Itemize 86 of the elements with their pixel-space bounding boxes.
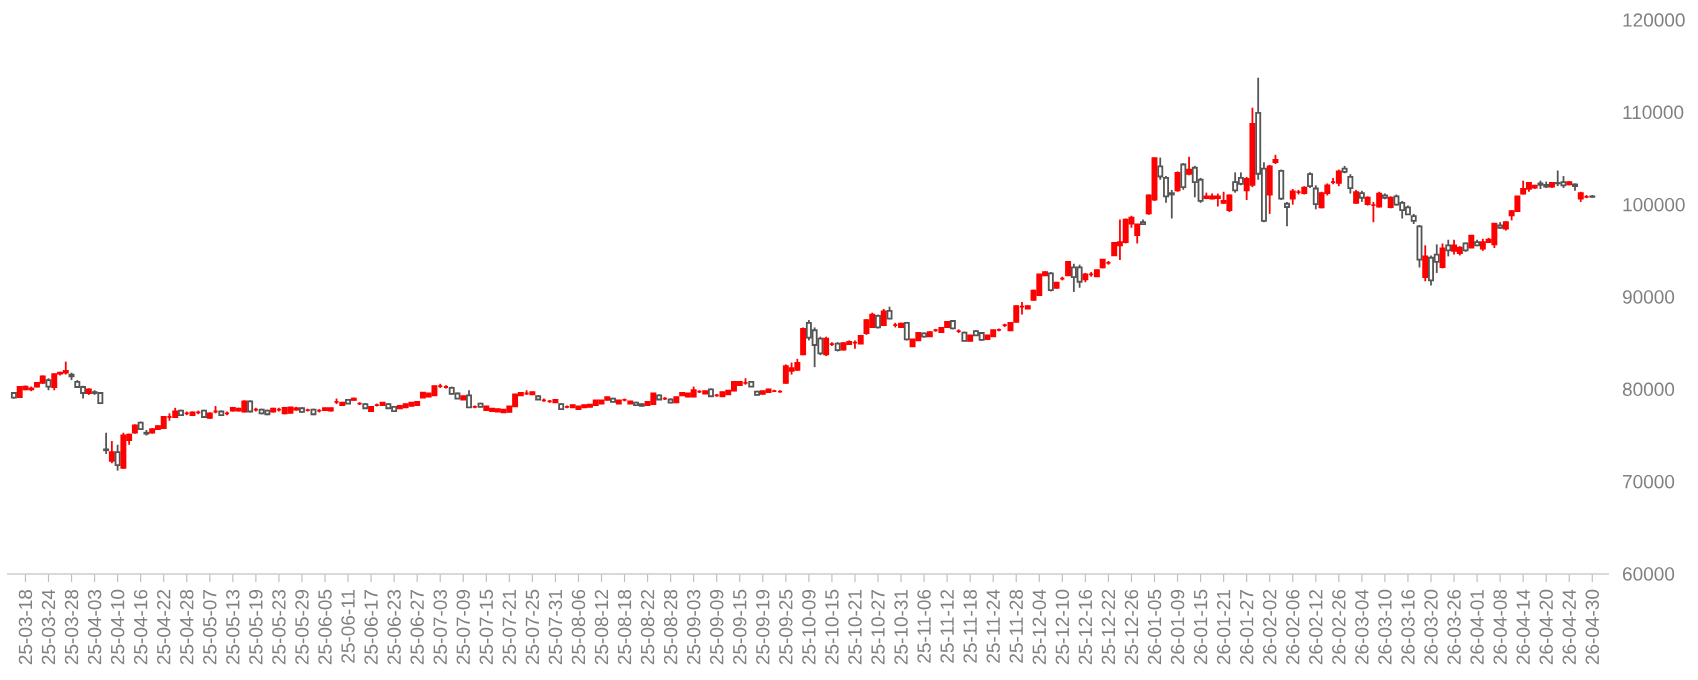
x-tick-label: 26-03-16 [1401, 589, 1415, 665]
candlestick [823, 335, 830, 357]
x-tick-label: 25-10-15 [825, 589, 839, 665]
x-tick-label: 26-03-20 [1424, 589, 1438, 665]
x-tick-label: 25-11-18 [963, 589, 977, 663]
x-tick-label: 26-01-21 [1216, 590, 1231, 665]
y-tick-label: 90000 [1622, 290, 1675, 304]
x-tick-label: 25-08-18 [617, 589, 632, 665]
x-tick-label: 25-11-06 [917, 589, 931, 663]
candlestick [1312, 184, 1319, 211]
x-tick-label: 25-05-23 [272, 589, 286, 665]
x-tick-label: 25-09-19 [756, 589, 770, 665]
x-tick-label: 26-04-14 [1516, 589, 1530, 665]
x-tick-label: 25-04-10 [110, 589, 125, 665]
x-tick-label: 25-12-16 [1078, 589, 1093, 665]
x-tick-label: 26-04-30 [1585, 589, 1600, 665]
x-tick-label: 25-07-09 [456, 589, 470, 665]
x-tick-label: 26-02-02 [1262, 590, 1277, 665]
x-tick-label: 25-03-28 [64, 589, 79, 665]
y-tick-label: 60000 [1623, 567, 1675, 581]
x-tick-label: 25-05-29 [295, 589, 309, 665]
x-tick-label: 25-11-28 [1009, 589, 1023, 663]
x-tick-label: 25-03-18 [18, 589, 33, 665]
x-tick-label: 25-10-31 [894, 590, 908, 665]
x-tick-label: 25-06-11 [341, 590, 355, 663]
x-tick-label: 25-11-12 [940, 590, 954, 663]
x-tick-label: 25-09-09 [709, 589, 724, 665]
x-tick-label: 26-03-26 [1447, 589, 1461, 665]
x-tick-label: 25-10-21 [848, 590, 862, 665]
x-tick-label: 25-08-28 [663, 589, 678, 665]
x-tick-label: 25-08-06 [571, 589, 586, 665]
x-tick-label: 26-02-12 [1309, 590, 1323, 665]
x-tick-label: 26-01-09 [1170, 589, 1185, 665]
x-tick-label: 25-10-27 [871, 590, 885, 665]
x-tick-label: 26-02-06 [1286, 589, 1300, 665]
x-tick-label: 25-12-26 [1124, 589, 1139, 665]
y-tick-label: 70000 [1623, 474, 1675, 489]
y-tick-label: 100000 [1623, 197, 1685, 212]
candlestick [1422, 244, 1429, 283]
x-tick-label: 25-06-23 [387, 589, 401, 665]
x-tick-label: 25-07-31 [548, 590, 563, 665]
x-tick-label: 25-08-12 [594, 590, 609, 665]
x-tick-label: 25-04-28 [180, 589, 194, 665]
x-tick-label: 25-06-27 [410, 590, 424, 665]
candlestick [103, 431, 110, 455]
x-tick-label: 25-05-13 [226, 589, 240, 665]
x-tick-label: 25-07-15 [479, 589, 494, 665]
y-tick-label: 110000 [1623, 105, 1684, 120]
candlestick [108, 440, 115, 465]
x-tick-label: 25-09-03 [686, 589, 701, 665]
x-tick-label: 26-04-01 [1470, 590, 1484, 665]
x-tick-label: 25-07-21 [502, 590, 517, 665]
x-tick-label: 25-06-05 [318, 589, 332, 665]
x-tick-label: 26-03-04 [1355, 589, 1369, 665]
y-tick-label: 80000 [1622, 382, 1675, 397]
candlestick [1347, 173, 1354, 195]
x-tick-label: 25-09-25 [779, 589, 793, 665]
x-tick-label: 25-05-07 [203, 590, 217, 665]
x-tick-label: 25-12-22 [1101, 590, 1116, 665]
x-tick-label: 25-04-03 [87, 589, 102, 665]
x-tick-label: 25-10-09 [802, 589, 816, 665]
candlestick [1134, 223, 1141, 245]
x-tick-label: 25-12-10 [1055, 589, 1070, 665]
x-tick-label: 26-04-20 [1539, 589, 1553, 665]
x-tick-label: 25-03-24 [41, 589, 56, 665]
x-tick-label: 26-02-26 [1332, 589, 1346, 665]
x-tick-label: 26-01-05 [1147, 589, 1162, 665]
x-tick-label: 25-04-16 [133, 589, 148, 665]
x-tick-label: 25-06-17 [364, 590, 378, 665]
x-tick-label: 25-07-03 [433, 589, 447, 665]
x-tick-label: 25-04-22 [156, 590, 171, 665]
x-tick-label: 26-03-10 [1378, 589, 1392, 665]
x-tick-label: 25-09-15 [733, 589, 747, 665]
candlestick [1284, 201, 1290, 228]
x-tick-label: 26-01-15 [1193, 589, 1208, 665]
x-tick-label: 25-07-25 [525, 589, 540, 665]
candlestick [1157, 156, 1164, 181]
x-tick-label: 25-08-22 [640, 590, 655, 665]
x-tick-label: 25-11-24 [986, 589, 1000, 663]
y-tick-label: 120000 [1623, 13, 1685, 27]
x-tick-label: 26-01-27 [1239, 590, 1254, 665]
candlestick [1180, 162, 1187, 191]
x-tick-label: 25-05-19 [249, 589, 263, 665]
x-tick-label: 25-12-04 [1032, 589, 1047, 665]
x-tick-label: 26-04-08 [1493, 589, 1507, 665]
x-tick-label: 26-04-24 [1562, 589, 1576, 665]
